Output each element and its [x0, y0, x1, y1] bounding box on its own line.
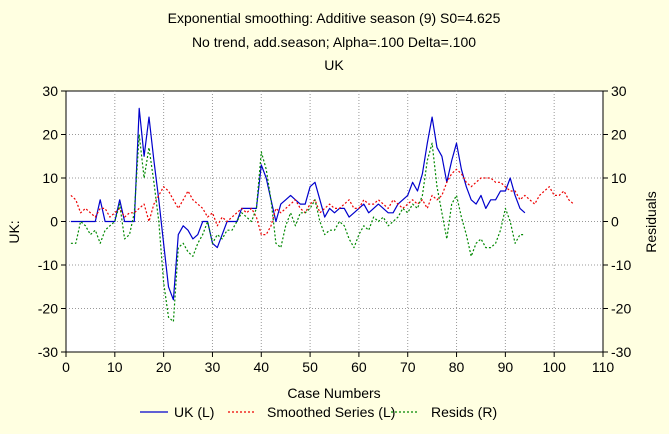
- x-tick-label: 80: [449, 359, 465, 375]
- x-tick-label: 90: [498, 359, 514, 375]
- left-y-tick-label: -20: [38, 301, 58, 317]
- x-tick-label: 30: [205, 359, 221, 375]
- legend-label-2: Smoothed Series (L): [267, 404, 395, 420]
- x-tick-label: 20: [156, 359, 172, 375]
- left-y-tick-label: -10: [38, 257, 58, 273]
- legend: UK (L) Smoothed Series (L) Resids (R): [140, 404, 497, 420]
- chart-title: Exponential smoothing: Additive season (…: [168, 10, 501, 26]
- left-y-tick-label: -30: [38, 344, 58, 360]
- x-tick-label: 100: [543, 359, 567, 375]
- right-y-tick-label: -30: [611, 344, 631, 360]
- right-y-tick-label: 10: [611, 170, 627, 186]
- left-y-tick-label: 20: [42, 127, 58, 143]
- x-tick-label: 40: [253, 359, 269, 375]
- left-y-tick-label: 30: [42, 83, 58, 99]
- x-axis-label: Case Numbers: [287, 385, 380, 401]
- right-y-tick-label: 30: [611, 83, 627, 99]
- x-tick-label: 0: [62, 359, 70, 375]
- chart-subtitle: No trend, add.season; Alpha=.100 Delta=.…: [192, 34, 476, 50]
- left-y-tick-label: 10: [42, 170, 58, 186]
- right-y-tick-label: 20: [611, 127, 627, 143]
- series-line-3: [70, 133, 525, 323]
- series-layer: [70, 107, 575, 323]
- left-y-tick-label: 0: [50, 214, 58, 230]
- right-y-tick-label: -10: [611, 257, 631, 273]
- axis-ticks: 0 10 20 30 40 50 60 70 80 90 100 110-30-20-10010203…: [38, 83, 632, 375]
- x-tick-label: 50: [302, 359, 318, 375]
- right-y-tick-label: -20: [611, 301, 631, 317]
- x-tick-label: 10: [107, 359, 123, 375]
- series-line-1: [70, 107, 526, 301]
- right-y-tick-label: 0: [611, 214, 619, 230]
- x-tick-label: 110: [592, 359, 615, 375]
- left-y-axis-label: UK:: [6, 220, 22, 243]
- gridlines: [66, 91, 603, 352]
- x-tick-label: 60: [351, 359, 367, 375]
- legend-label-1: UK (L): [174, 404, 214, 420]
- legend-label-3: Resids (R): [431, 404, 497, 420]
- right-y-axis-label: Residuals: [643, 191, 659, 252]
- chart-subtitle-series: UK: [324, 57, 344, 73]
- x-tick-label: 70: [400, 359, 416, 375]
